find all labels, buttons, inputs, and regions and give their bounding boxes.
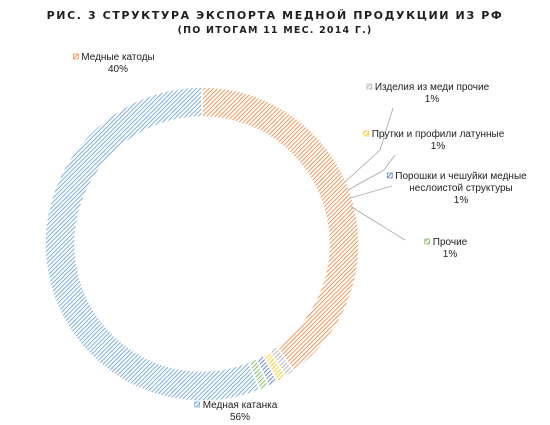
chart-subtitle: (ПО ИТОГАМ 11 МЕС. 2014 Г.) xyxy=(177,25,373,36)
slice-label-text: Прутки и профили латунные xyxy=(372,128,505,140)
slice-label-text: Медные катоды xyxy=(81,52,154,63)
slice-label-text: Прочие xyxy=(433,237,468,248)
slice-1 xyxy=(201,86,360,373)
slice-value-text: 1% xyxy=(431,141,446,152)
leader-line-4 xyxy=(349,185,393,199)
slice-label-text: Изделия из меди прочие xyxy=(375,82,490,93)
legend-marker xyxy=(194,401,201,408)
legend-marker xyxy=(366,83,373,90)
slice-value-text: 1% xyxy=(443,249,458,260)
slice-value-text: 1% xyxy=(454,195,469,206)
slices-layer xyxy=(44,86,360,402)
slice-value-text: 1% xyxy=(425,94,440,105)
slice-label-text: неслоистой структуры xyxy=(409,183,512,194)
slice-label-text: Медная катанка xyxy=(203,400,278,411)
legend-marker xyxy=(72,53,79,60)
slice-value-text: 56% xyxy=(230,412,250,423)
legend-marker xyxy=(386,172,393,179)
leader-line-2 xyxy=(344,107,394,183)
slice-label-text: Порошки и чешуйки медные xyxy=(395,171,527,182)
leader-line-5 xyxy=(349,205,406,241)
legend-marker xyxy=(424,238,431,245)
slice-6 xyxy=(44,86,261,402)
leader-line-3 xyxy=(347,154,396,191)
slice-value-text: 40% xyxy=(108,64,128,75)
legend-marker xyxy=(363,130,370,137)
leader-lines xyxy=(344,107,406,241)
chart-title: РИС. 3 СТРУКТУРА ЭКСПОРТА МЕДНОЙ ПРОДУКЦ… xyxy=(46,9,504,22)
